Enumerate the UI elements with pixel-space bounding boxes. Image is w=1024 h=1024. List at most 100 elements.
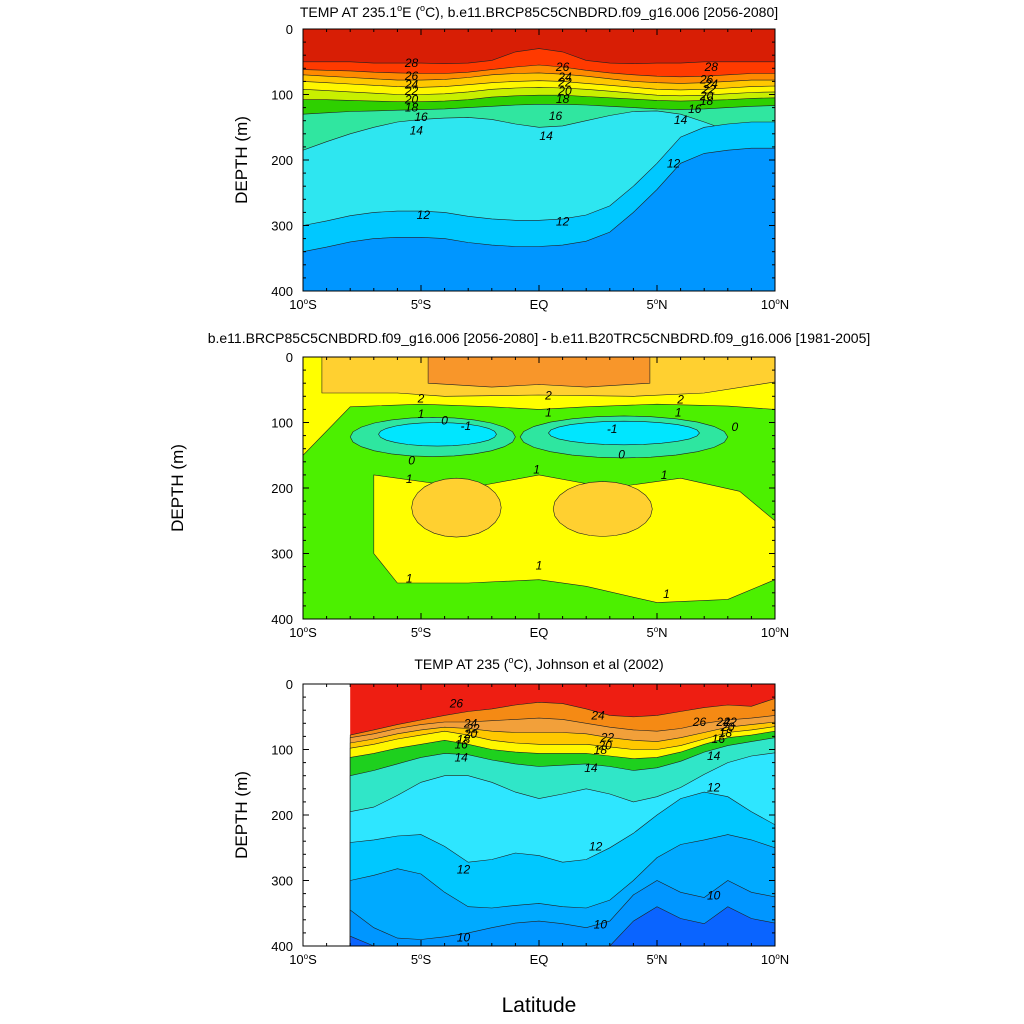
contour-label: 20 xyxy=(699,89,714,103)
x-tick-label: 5oN xyxy=(646,297,667,312)
panel-model-temperature: TEMP AT 235.1oE (oC), b.e11.BRCP85C5CNBD… xyxy=(232,3,789,312)
contour-label: 24 xyxy=(557,70,572,84)
contour-label: 14 xyxy=(584,761,598,775)
contour-label: 1 xyxy=(661,468,668,482)
panel-1-axes: 10oS 5oS EQ 5oN 10oN 0 100 200 300 400 xyxy=(271,22,789,312)
panel-2-contour-fill xyxy=(303,357,775,619)
panel-observed-temperature: TEMP AT 235 (oC), Johnson et al (2002) 2… xyxy=(232,655,789,967)
contour-label: 2 xyxy=(676,393,684,407)
contour-band-bottom xyxy=(349,906,775,946)
contour-label: 0 xyxy=(732,420,739,434)
y-tick-label: 100 xyxy=(271,88,293,103)
contour-label: 18 xyxy=(700,94,714,108)
contour-label: 12 xyxy=(667,156,681,170)
contour-label: 24 xyxy=(715,715,730,729)
x-tick-label: EQ xyxy=(530,297,549,312)
contour-label: 10 xyxy=(707,889,721,903)
panel-1-contour-labels: 2826242220181614122624222018161412282624… xyxy=(404,56,718,229)
y-tick-label: 400 xyxy=(271,939,293,954)
contour-label: 20 xyxy=(404,93,419,107)
contour-label: 1 xyxy=(663,587,670,601)
y-tick-label: 0 xyxy=(286,350,293,365)
contour-label: 12 xyxy=(457,862,471,876)
panel-3-y-axis-label: DEPTH (m) xyxy=(232,771,251,859)
contour-label: 12 xyxy=(417,208,431,222)
y-tick-label: 300 xyxy=(271,219,293,234)
y-tick-label: 200 xyxy=(271,808,293,823)
contour-label: 18 xyxy=(719,726,733,740)
x-tick-label: 10oS xyxy=(289,297,317,312)
contour-label: 1 xyxy=(545,406,552,420)
contour-label: 22 xyxy=(701,82,716,96)
contour-label: 22 xyxy=(722,715,737,729)
x-tick-label: 5oN xyxy=(646,952,667,967)
contour-label: 2 xyxy=(417,391,425,405)
panel-1-y-axis-label: DEPTH (m) xyxy=(232,116,251,204)
panel-3-title: TEMP AT 235 (oC), Johnson et al (2002) xyxy=(414,655,663,672)
x-tick-label: 10oS xyxy=(289,952,317,967)
contour-label: 16 xyxy=(688,102,702,116)
panel-1-title: TEMP AT 235.1oE (oC), b.e11.BRCP85C5CNBD… xyxy=(300,3,778,20)
x-tick-label: 5oS xyxy=(411,625,432,640)
panel-temperature-difference: b.e11.BRCP85C5CNBDRD.f09_g16.006 [2056-2… xyxy=(168,330,870,640)
y-tick-label: 100 xyxy=(271,743,293,758)
contour-label: 16 xyxy=(454,737,468,751)
contour-label: 26 xyxy=(699,72,714,86)
y-tick-label: 0 xyxy=(286,677,293,692)
y-tick-label: 400 xyxy=(271,284,293,299)
contour-label: 18 xyxy=(457,733,471,747)
contour-label: 20 xyxy=(463,727,478,741)
x-tick-label: 5oN xyxy=(646,625,667,640)
contour-label: 18 xyxy=(556,92,570,106)
x-axis-label: Latitude xyxy=(502,994,577,1017)
x-tick-label: 10oN xyxy=(761,625,789,640)
contour-label: -1 xyxy=(461,419,472,433)
contour-label: 1 xyxy=(533,463,540,477)
contour-label: 28 xyxy=(704,60,719,74)
contour-label: 16 xyxy=(549,109,563,123)
contour-label: 12 xyxy=(589,839,603,853)
contour-label: 1 xyxy=(675,406,682,420)
x-tick-label: 10oN xyxy=(761,297,789,312)
contour-label: 26 xyxy=(555,60,570,74)
contour-label: 14 xyxy=(410,124,424,138)
contour-label: 26 xyxy=(404,69,419,83)
contour-label: 24 xyxy=(704,77,719,91)
contour-label: 12 xyxy=(707,780,721,794)
contour-label: 22 xyxy=(600,731,615,745)
x-tick-label: 5oS xyxy=(411,297,432,312)
contour-label: 1 xyxy=(418,407,425,421)
contour-label: 10 xyxy=(457,930,471,944)
y-tick-label: 300 xyxy=(271,874,293,889)
contour-label: 26 xyxy=(692,715,707,729)
contour-label: 14 xyxy=(454,750,468,764)
x-tick-label: 10oS xyxy=(289,625,317,640)
contour-label: 20 xyxy=(557,84,572,98)
diff-core-neg1-north xyxy=(548,420,700,446)
contour-label: 22 xyxy=(557,76,572,90)
contour-label: 24 xyxy=(404,78,419,92)
x-tick-label: 10oN xyxy=(761,952,789,967)
y-tick-label: 400 xyxy=(271,612,293,627)
contour-label: 1 xyxy=(536,558,543,572)
x-tick-label: EQ xyxy=(530,625,549,640)
diff-core-2.5 xyxy=(427,357,651,388)
contour-label: 2 xyxy=(544,389,552,403)
contour-label: 12 xyxy=(556,215,570,229)
panel-3-axes: 10oS 5oS EQ 5oN 10oN 0 100 200 300 400 xyxy=(271,677,789,967)
contour-label: 14 xyxy=(674,113,688,127)
contour-label: 18 xyxy=(594,743,608,757)
contour-label: 22 xyxy=(465,722,480,736)
diff-core-neg1-south xyxy=(378,422,497,447)
contour-label: 24 xyxy=(463,716,478,730)
panel-2-title: b.e11.BRCP85C5CNBDRD.f09_g16.006 [2056-2… xyxy=(208,330,871,346)
contour-label: 18 xyxy=(405,101,419,115)
contour-label: 16 xyxy=(712,732,726,746)
x-tick-label: 5oS xyxy=(411,952,432,967)
contour-label: 26 xyxy=(449,697,464,711)
contour-label: 14 xyxy=(707,749,721,763)
contour-label: 14 xyxy=(539,129,553,143)
